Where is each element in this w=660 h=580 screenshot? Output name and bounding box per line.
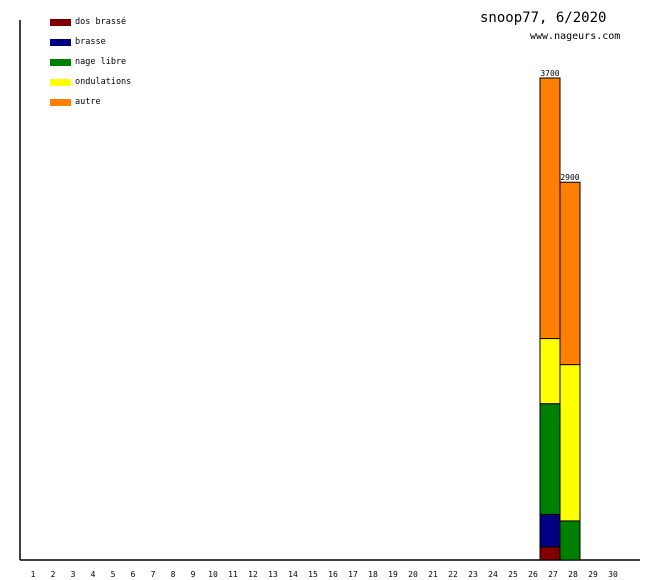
x-tick-label: 23 [468, 570, 478, 579]
bar-segment [539, 513, 561, 548]
legend-swatch [50, 78, 71, 86]
x-tick-label: 21 [428, 570, 438, 579]
legend-item: dos brassé [50, 16, 126, 28]
x-tick-label: 28 [568, 570, 578, 579]
x-tick-label: 1 [31, 570, 36, 579]
legend-item: autre [50, 96, 101, 108]
legend-item: brasse [50, 36, 106, 48]
legend-label: nage libre [75, 57, 127, 67]
x-tick-label: 20 [408, 570, 418, 579]
bar-segment [559, 520, 581, 561]
x-tick-label: 26 [528, 570, 538, 579]
x-tick-label: 30 [608, 570, 618, 579]
x-tick-label: 4 [91, 570, 96, 579]
x-tick-label: 25 [508, 570, 518, 579]
bar-segment [559, 364, 581, 522]
x-tick-label: 8 [171, 570, 176, 579]
x-tick-label: 11 [228, 570, 238, 579]
bar-segment [539, 403, 561, 515]
bar-segment [539, 546, 561, 561]
x-tick-label: 3 [71, 570, 76, 579]
x-tick-label: 18 [368, 570, 378, 579]
x-tick-label: 17 [348, 570, 358, 579]
x-tick-label: 6 [131, 570, 136, 579]
legend-item: nage libre [50, 56, 126, 68]
bar-segment [539, 77, 561, 340]
legend-label: brasse [75, 37, 106, 47]
bar-total-label: 3700 [540, 69, 559, 78]
bar-total-label: 2900 [560, 173, 579, 182]
x-tick-label: 2 [51, 570, 56, 579]
x-tick-label: 7 [151, 570, 156, 579]
x-tick-label: 9 [191, 570, 196, 579]
x-tick-label: 13 [268, 570, 278, 579]
bar-segment [539, 338, 561, 405]
x-tick-label: 27 [548, 570, 558, 579]
legend-swatch [50, 98, 71, 106]
legend-swatch [50, 18, 71, 26]
legend-label: autre [75, 97, 101, 107]
legend-label: dos brassé [75, 17, 127, 27]
x-tick-label: 15 [308, 570, 318, 579]
x-tick-label: 16 [328, 570, 338, 579]
bar-segment [559, 181, 581, 366]
legend-label: ondulations [75, 77, 132, 87]
x-tick-label: 10 [208, 570, 218, 579]
x-tick-label: 14 [288, 570, 298, 579]
legend-swatch [50, 38, 71, 46]
site-url: www.nageurs.com [530, 31, 621, 42]
chart-title: snoop77, 6/2020 [480, 10, 607, 26]
x-tick-label: 22 [448, 570, 458, 579]
x-tick-label: 24 [488, 570, 498, 579]
legend-swatch [50, 58, 71, 66]
x-tick-label: 12 [248, 570, 258, 579]
x-tick-label: 29 [588, 570, 598, 579]
x-tick-label: 19 [388, 570, 398, 579]
x-tick-label: 5 [111, 570, 116, 579]
legend-item: ondulations [50, 76, 131, 88]
